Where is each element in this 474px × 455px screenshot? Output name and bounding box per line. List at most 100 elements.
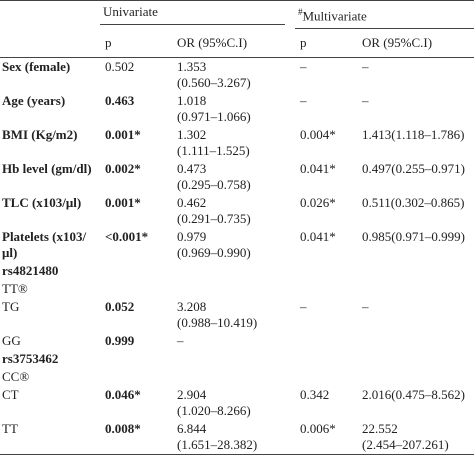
cell-value: 1.413(1.118–1.786): [362, 127, 465, 143]
table-header: Univariate #Multivariate p OR (95%C.I) p OR…: [0, 0, 474, 59]
table-row: GG 0.999 –: [0, 332, 474, 350]
group-title-text: Multivariate: [302, 8, 367, 24]
cell-value: <0.001*: [105, 229, 149, 245]
cell-value: 0.026*: [300, 195, 336, 211]
row-label: TLC (x103/μl): [2, 195, 82, 211]
cell-value: –: [300, 59, 307, 75]
cell-value: 0.041*: [300, 229, 336, 245]
cell-value: 0.004*: [300, 127, 336, 143]
table-row: TG 0.052 3.208 (0.988–10.419) – –: [0, 298, 474, 332]
cell: –: [295, 58, 357, 93]
cell-value: 0.462: [177, 195, 207, 211]
confidence-interval: (1.651–28.382): [177, 437, 258, 453]
cell-value: –: [362, 299, 369, 315]
confidence-interval: (2.454–207.261): [362, 437, 449, 453]
cell: 0.008*: [100, 420, 172, 455]
table-row: TLC (x103/μl) 0.001* 0.462 (0.291–0.735) 0.0…: [0, 194, 474, 228]
column-header: OR (95%C.I): [357, 29, 474, 59]
cell-value: 0.046*: [105, 387, 141, 403]
cell-value: 3.208: [177, 299, 207, 315]
cell-value: 0.006*: [300, 421, 336, 437]
cell: 22.552 (2.454–207.261): [357, 420, 474, 455]
cell: 1.353 (0.560–3.267): [172, 58, 295, 93]
cell-value: –: [300, 299, 307, 315]
cell-value: –: [362, 59, 369, 75]
cell: 0.511(0.302–0.865): [357, 194, 474, 228]
row-label: Hb level (gm/dl): [2, 161, 92, 177]
cell: 0.001*: [100, 126, 172, 160]
row-label: TT: [0, 420, 100, 455]
confidence-interval: (1.020–8.266): [177, 403, 251, 419]
cell-value: 22.552: [362, 421, 398, 437]
cell-value: 0.511(0.302–0.865): [362, 195, 465, 211]
cell-value: 0.502: [105, 59, 135, 75]
cell-value: 0.052: [105, 299, 135, 315]
cell-value: 1.353: [177, 59, 207, 75]
cell: 0.999: [100, 332, 172, 350]
header-cell: [0, 29, 100, 59]
cell-value: 1.018: [177, 93, 207, 109]
cell: [100, 368, 172, 386]
cell-value: 0.008*: [105, 421, 141, 437]
row-label: CT: [2, 387, 19, 403]
cell: 0.041*: [295, 160, 357, 194]
confidence-interval: (0.988–10.419): [177, 315, 258, 331]
cell-value: 0.001*: [105, 195, 141, 211]
cell: 2.016(0.475–8.562): [357, 386, 474, 420]
cell: [357, 368, 474, 386]
cell: [295, 350, 357, 368]
table-row: TT®: [0, 280, 474, 298]
cell: 1.302 (1.111–1.525): [172, 126, 295, 160]
cell: 0.001*: [100, 194, 172, 228]
table-body: Sex (female) 0.502 1.353 (0.560–3.267) – – Age…: [0, 58, 474, 455]
column-header-row: p OR (95%C.I) p OR (95%C.I): [0, 29, 474, 59]
cell: –: [357, 58, 474, 93]
cell: 0.462 (0.291–0.735): [172, 194, 295, 228]
cell: 0.473 (0.295–0.758): [172, 160, 295, 194]
cell-value: 0.497(0.255–0.971): [362, 161, 465, 177]
confidence-interval: (0.291–0.735): [177, 211, 251, 227]
cell-value: 0.985(0.971–0.999): [362, 229, 465, 245]
column-header: OR (95%C.I): [172, 29, 295, 59]
cell: –: [357, 298, 474, 332]
cell: 0.004*: [295, 126, 357, 160]
cell: [100, 280, 172, 298]
cell-value: 0.473: [177, 161, 207, 177]
confidence-interval: (1.111–1.525): [177, 143, 250, 159]
cell: 3.208 (0.988–10.419): [172, 298, 295, 332]
table-row: rs3753462: [0, 350, 474, 368]
table-row: TT 0.008* 6.844 (1.651–28.382) 0.006* 22.552(…: [0, 420, 474, 455]
cell: 0.985(0.971–0.999): [357, 228, 474, 262]
cell: –: [295, 298, 357, 332]
confidence-interval: (0.295–0.758): [177, 177, 251, 193]
cell: [295, 262, 357, 280]
cell: <0.001*: [100, 228, 172, 262]
cell-value: 0.002*: [105, 161, 141, 177]
cell-value: 0.979: [177, 229, 207, 245]
cell: [172, 262, 295, 280]
cell: 0.979 (0.969–0.990): [172, 228, 295, 262]
row-label: rs3753462: [2, 351, 59, 367]
table-row: Age (years) 0.463 1.018 (0.971–1.066) – –: [0, 92, 474, 126]
cell: [295, 280, 357, 298]
cell: 0.046*: [100, 386, 172, 420]
table-row: Hb level (gm/dl) 0.002* 0.473 (0.295–0.758)…: [0, 160, 474, 194]
cell-value: –: [177, 333, 184, 349]
cell-value: 0.041*: [300, 161, 336, 177]
table-row: Platelets (x103/μl) <0.001* 0.979 (0.969–0.…: [0, 228, 474, 262]
cell: [357, 262, 474, 280]
cell: 0.006*: [295, 420, 357, 455]
row-label: Sex (female): [2, 59, 71, 75]
cell: –: [172, 332, 295, 350]
cell: 0.342: [295, 386, 357, 420]
cell: [295, 368, 357, 386]
confidence-interval: (0.560–3.267): [177, 75, 251, 91]
cell-value: 2.016(0.475–8.562): [362, 387, 465, 403]
cell: 0.463: [100, 92, 172, 126]
cell-value: 0.001*: [105, 127, 141, 143]
cell: 1.413(1.118–1.786): [357, 126, 474, 160]
cell: [172, 280, 295, 298]
row-label: GG: [2, 333, 21, 349]
confidence-interval: (0.971–1.066): [177, 109, 251, 125]
